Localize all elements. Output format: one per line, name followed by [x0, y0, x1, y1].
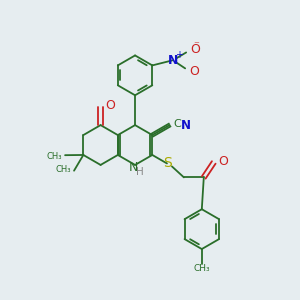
Text: N: N	[181, 118, 190, 132]
Text: S: S	[164, 156, 172, 170]
Text: O: O	[190, 43, 200, 56]
Text: O: O	[106, 99, 116, 112]
Text: N: N	[128, 161, 138, 174]
Text: ⁻: ⁻	[193, 40, 199, 50]
Text: O: O	[189, 65, 199, 78]
Text: CH₃: CH₃	[194, 264, 210, 273]
Text: C: C	[173, 119, 181, 129]
Text: CH₃: CH₃	[56, 165, 71, 174]
Text: N: N	[168, 54, 178, 67]
Text: O: O	[219, 155, 229, 168]
Text: +: +	[175, 50, 183, 60]
Text: CH₃: CH₃	[46, 152, 62, 161]
Text: H: H	[136, 167, 144, 177]
